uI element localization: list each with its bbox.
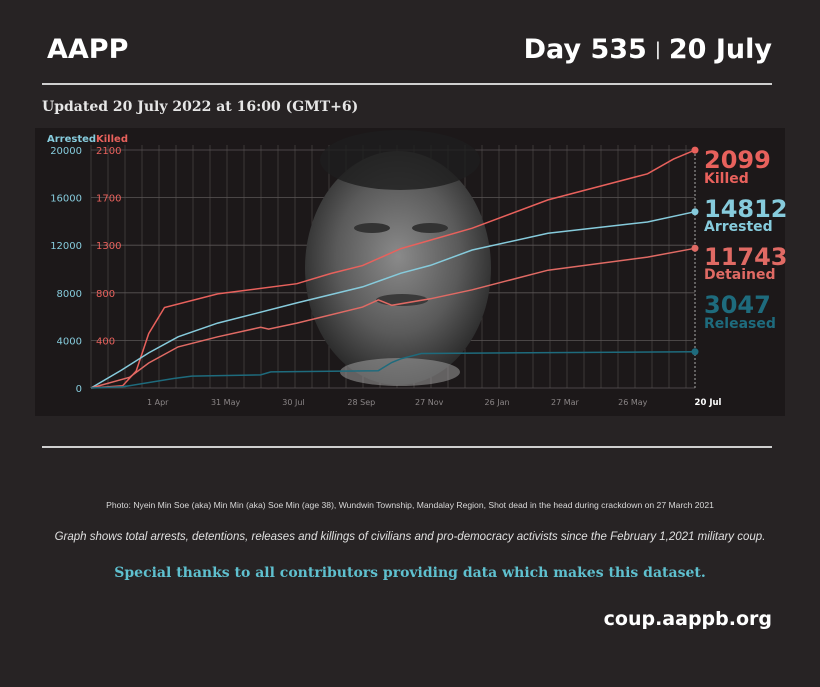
totals-legend: 2099 Killed 14812 Arrested 11743 Detaine… [704,146,788,332]
detained-total: 11743 [704,243,788,271]
series-line-arrested [90,210,696,389]
x-tick-label: 26 Jan [485,398,510,407]
arrested-label: Arrested [704,219,773,235]
photo-caption: Photo: Nyein Min Soe (aka) Min Min (aka)… [106,500,714,510]
killed-tick-label: 2100 [96,146,121,157]
killed-tick-label: 800 [96,289,115,300]
x-tick-label: 27 Nov [415,398,444,407]
released-label: Released [704,316,776,332]
victim-photo [305,130,491,386]
killed-tick-label: 1300 [96,241,121,252]
detained-label: Detained [704,267,776,283]
day-number: Day 535 [523,34,647,65]
x-tick-label: 31 May [211,398,241,407]
series-endpoint-killed [691,146,699,154]
x-end-label: 20 Jul [695,398,722,408]
graph-caption: Graph shows total arrests, detentions, r… [54,531,766,543]
series-endpoint-arrested [691,208,699,216]
x-tick-label: 30 Jul [282,398,304,407]
arrested-tick-label: 8000 [57,289,82,300]
thanks-note: Special thanks to all contributors provi… [114,565,706,581]
day-date: 20 July [668,34,772,65]
arrested-tick-label: 0 [76,384,82,395]
series-endpoint-released [691,348,699,356]
killed-tick-label: 400 [96,336,115,347]
arrested-tick-label: 4000 [57,336,82,347]
separator: | [654,39,661,60]
bottom-divider [42,446,772,448]
arrested-tick-label: 20000 [50,146,82,157]
series-endpoint-detained [691,244,699,252]
brand-title: AAPP [47,34,129,65]
killed-label: Killed [704,171,749,187]
updated-timestamp: Updated 20 July 2022 at 16:00 (GMT+6) [42,99,359,115]
killed-total: 2099 [704,146,771,174]
arrested-tick-label: 12000 [50,241,82,252]
series-line-released [90,350,696,389]
released-total: 3047 [704,291,771,319]
right-axis-label: Killed [96,134,128,145]
line-chart: 0 4000 8000 12000 16000 20000 400 800 1300 1700 21… [35,128,788,416]
x-tick-label: 28 Sep [347,398,375,407]
day-counter: Day 535 | 20 July [524,34,772,65]
arrested-tick-label: 16000 [50,194,82,205]
x-tick-label: 26 May [618,398,648,407]
top-divider [42,83,772,85]
left-axis-label: Arrested [47,134,96,145]
x-tick-label: 1 Apr [147,398,169,407]
arrested-total: 14812 [704,195,788,223]
series-line-detained [90,247,696,389]
website-url: coup.aappb.org [603,608,772,630]
killed-tick-label: 1700 [96,194,121,205]
x-tick-label: 27 Mar [551,398,580,407]
